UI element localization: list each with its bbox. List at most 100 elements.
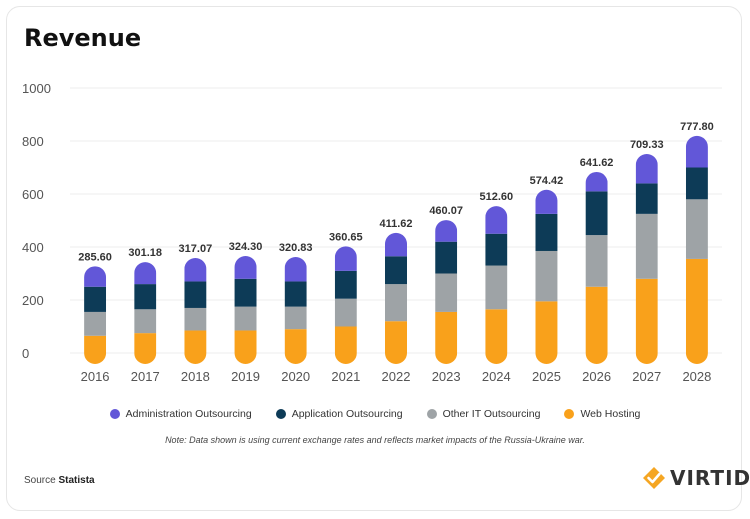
legend-label: Web Hosting [580,408,641,420]
bar-segment-other-it-outsourcing [184,307,207,331]
bar-segment-application-outsourcing [535,213,558,251]
y-tick-label: 800 [22,134,44,149]
data-label: 411.62 [379,218,412,230]
bar-segment-application-outsourcing [84,286,107,312]
bar-segment-other-it-outsourcing [234,306,257,331]
bar-segment-administration-outsourcing [685,135,708,168]
bar-2017[interactable] [134,260,157,366]
bar-2021[interactable] [334,244,357,366]
bar-segment-application-outsourcing [385,256,407,285]
legend-item-application[interactable]: Application Outsourcing [275,408,403,420]
brand-logo: VIRTIDO [642,466,750,490]
x-tick-label: 2019 [231,369,260,384]
legend-swatch [426,409,437,419]
bar-segment-application-outsourcing [685,167,708,200]
x-tick-label: 2016 [81,369,110,384]
bar-segment-other-it-outsourcing [385,284,407,322]
bar-segment-administration-outsourcing [284,256,307,282]
bar-segment-administration-outsourcing [435,220,458,242]
x-tick-label: 2025 [532,369,561,384]
stacked-bar-chart: 0 200 400 600 800 1000 285.60 2016 301.18 2017 317… [22,81,722,384]
y-tick-label: 1000 [22,81,51,96]
x-tick-label: 2020 [281,369,310,384]
bar-segment-administration-outsourcing [635,154,658,184]
bar-2019[interactable] [234,254,257,366]
data-label: 301.18 [128,247,162,259]
x-tick-label: 2023 [432,369,461,384]
bar-2018[interactable] [184,256,207,366]
bar-segment-web-hosting [685,258,708,364]
y-tick-label: 0 [22,346,29,361]
bar-segment-web-hosting [435,311,458,364]
bar-segment-administration-outsourcing [334,246,357,271]
bar-segment-administration-outsourcing [485,206,508,234]
legend-item-administration[interactable]: Administration Outsourcing [109,408,252,420]
bar-segment-other-it-outsourcing [685,199,708,259]
bar-segment-web-hosting [84,335,107,365]
bar-segment-administration-outsourcing [385,232,407,257]
x-tick-label: 2021 [331,369,360,384]
bar-segment-application-outsourcing [585,191,608,236]
x-tick-label: 2018 [181,369,210,384]
bar-segment-application-outsourcing [184,281,207,308]
bar-segment-other-it-outsourcing [84,311,107,336]
data-label: 641.62 [580,157,614,169]
bar-segment-other-it-outsourcing [585,235,608,287]
legend-label: Other IT Outsourcing [442,408,541,420]
data-label: 512.60 [479,191,513,203]
bar-segment-application-outsourcing [234,278,257,307]
legend-swatch [564,409,575,419]
bar-segment-application-outsourcing [635,183,658,214]
bar-segment-web-hosting [635,278,658,364]
bar-segment-administration-outsourcing [84,266,107,287]
bar-segment-administration-outsourcing [585,171,608,192]
x-tick-label: 2022 [382,369,411,384]
bar-segment-administration-outsourcing [134,262,157,285]
chart-title: Revenue [24,24,142,52]
bar-segment-other-it-outsourcing [635,213,658,279]
x-tick-label: 2027 [632,369,661,384]
source-link[interactable]: Statista [58,475,95,486]
bar-2016[interactable] [84,264,107,366]
bar-2025[interactable] [535,188,558,366]
brand-check-icon [643,467,665,489]
legend-label: Administration Outsourcing [125,408,252,420]
bar-segment-web-hosting [234,330,257,364]
bar-segment-web-hosting [535,301,558,364]
brand-name-main: VIRTID [670,466,750,490]
brand-name: VIRTIDO [670,466,750,490]
bar-segment-application-outsourcing [134,284,157,310]
data-label: 360.65 [329,231,363,243]
y-tick-label: 600 [22,187,44,202]
legend-item-web-hosting[interactable]: Web Hosting [564,408,640,420]
bar-segment-web-hosting [284,329,307,364]
source-prefix: Source [24,475,56,486]
bar-segment-other-it-outsourcing [435,273,458,312]
x-tick-label: 2028 [682,369,711,384]
bar-segment-application-outsourcing [334,270,357,299]
bar-2028[interactable] [685,134,708,366]
chart-note: Note: Data shown is using current exchan… [165,435,585,445]
bar-2023[interactable] [435,218,458,366]
bar-2024[interactable] [485,204,508,366]
x-tick-label: 2017 [131,369,160,384]
legend-swatch [109,409,120,419]
bar-segment-other-it-outsourcing [535,250,558,302]
x-tick-label: 2026 [582,369,611,384]
data-label: 320.83 [279,242,313,254]
chart-card [6,6,742,511]
bar-2027[interactable] [635,152,658,366]
data-label: 460.07 [429,205,463,217]
bar-2020[interactable] [284,255,307,366]
legend-item-other-it[interactable]: Other IT Outsourcing [426,408,541,420]
bar-2026[interactable] [585,170,608,366]
data-label: 285.60 [78,251,112,263]
bar-segment-application-outsourcing [435,241,458,274]
bar-segment-web-hosting [485,309,508,364]
bar-segment-administration-outsourcing [234,256,257,279]
bar-segment-other-it-outsourcing [284,306,307,330]
bar-2022[interactable] [385,231,407,366]
data-label: 709.33 [630,139,664,151]
bar-segment-other-it-outsourcing [485,265,508,310]
bar-segment-application-outsourcing [485,233,508,266]
